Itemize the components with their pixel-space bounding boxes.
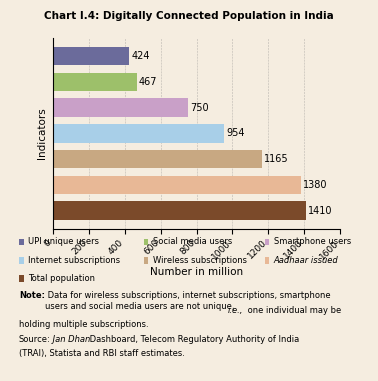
Bar — [53, 98, 187, 117]
Text: 424: 424 — [131, 51, 150, 61]
Text: Dashboard, Telecom Regulatory Authority of India: Dashboard, Telecom Regulatory Authority … — [87, 335, 300, 344]
Text: 750: 750 — [190, 102, 208, 112]
Bar — [53, 176, 301, 194]
Text: 1380: 1380 — [303, 180, 327, 190]
Text: Jan Dhan: Jan Dhan — [50, 335, 90, 344]
Bar — [53, 47, 129, 65]
Text: Smartphone users: Smartphone users — [274, 237, 351, 247]
Bar — [53, 150, 262, 168]
Text: Chart I.4: Digitally Connected Population in India: Chart I.4: Digitally Connected Populatio… — [44, 11, 334, 21]
Bar — [53, 124, 224, 142]
Text: Wireless subscriptions: Wireless subscriptions — [153, 256, 247, 265]
Text: Data for wireless subscriptions, internet subscriptions, smartphone
users and so: Data for wireless subscriptions, interne… — [45, 291, 330, 311]
Text: Total population: Total population — [28, 274, 95, 283]
Text: Aadhaar issued: Aadhaar issued — [274, 256, 339, 265]
Bar — [53, 72, 137, 91]
Text: Social media users: Social media users — [153, 237, 232, 247]
Text: 1165: 1165 — [264, 154, 289, 164]
X-axis label: Number in million: Number in million — [150, 266, 243, 277]
Text: 954: 954 — [226, 128, 245, 138]
Bar — [53, 202, 306, 220]
Text: one individual may be: one individual may be — [245, 306, 341, 315]
Text: (TRAI), Statista and RBI staff estimates.: (TRAI), Statista and RBI staff estimates… — [19, 349, 185, 359]
Text: Internet subscriptions: Internet subscriptions — [28, 256, 120, 265]
Text: Note:: Note: — [19, 291, 45, 301]
Text: Source:: Source: — [19, 335, 51, 344]
Text: i.e.,: i.e., — [228, 306, 243, 315]
Text: 1410: 1410 — [308, 206, 333, 216]
Text: 467: 467 — [139, 77, 157, 87]
Y-axis label: Indicators: Indicators — [37, 107, 47, 159]
Text: UPI unique users: UPI unique users — [28, 237, 99, 247]
Text: holding multiple subscriptions.: holding multiple subscriptions. — [19, 320, 149, 330]
